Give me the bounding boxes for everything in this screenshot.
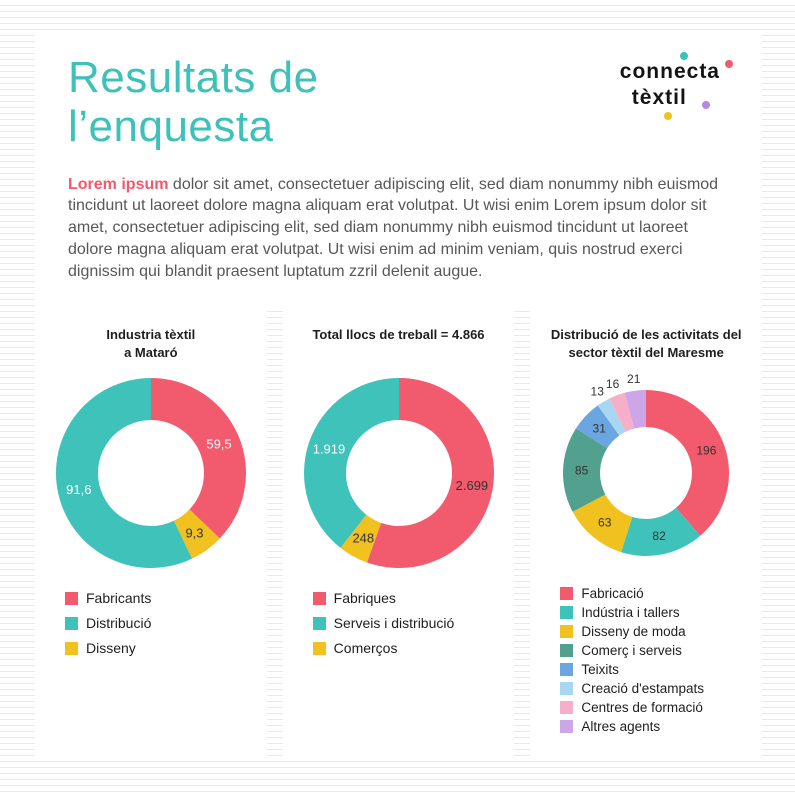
legend-label: Fabricants [86, 590, 152, 606]
legend-swatch [560, 701, 574, 714]
donut-slice-comerç-i-serveis [563, 428, 608, 512]
donut-slice-serveis-i-distribució [303, 378, 399, 548]
slice-value-label: 82 [653, 529, 667, 543]
legend-swatch [65, 591, 78, 605]
legend-item: Serveis i distribució [312, 615, 515, 631]
legend-swatch [560, 720, 574, 733]
legend-swatch [312, 641, 326, 655]
chart-panel-llocs-de-treball: Total llocs de treball = 4.866 2.699 248 1… [282, 310, 515, 760]
legend-swatch [312, 616, 326, 630]
legend-swatch [560, 682, 574, 695]
donut-chart: 2.699 248 1.919 [303, 378, 494, 568]
donut-slice-disseny [173, 509, 220, 559]
legend-swatch [560, 663, 574, 676]
donut-chart: 59,5 9,3 91,6 [55, 378, 246, 568]
donut-slice-teixits [576, 405, 620, 449]
chart-title: Total llocs de treball = 4.866 [312, 327, 485, 342]
legend-item: Fabricants [65, 590, 267, 606]
legend-label: Teixits [581, 662, 619, 677]
header-card: Resultats de l’enquesta connecta tèxtil … [35, 35, 762, 308]
slice-value-label: 63 [598, 516, 612, 530]
legend-label: Altres agents [581, 719, 661, 734]
legend-swatch [560, 625, 574, 638]
legend-item: Comerç i serveis [560, 643, 762, 658]
legend-label: Creació d'estampats [581, 681, 704, 696]
donut-slice-altres-agents [624, 390, 647, 429]
legend-item: Disseny de moda [560, 624, 762, 639]
donut-slice-creació-d-estampats [597, 398, 626, 436]
legend-item: Creació d'estampats [560, 681, 762, 696]
page-title: Resultats de l’enquesta [68, 53, 319, 152]
chart-title: Industria tèxtil a Mataró [106, 327, 196, 361]
legend-label: Fabricació [581, 586, 644, 601]
intro-lead: Lorem ipsum [68, 175, 169, 193]
chart-legend: Fabricants Distribució Disseny [65, 590, 267, 656]
legend-swatch [560, 644, 574, 657]
donut-slice-distribució [55, 378, 192, 568]
donut-chart-wrap: 2.699 248 1.919 [283, 368, 515, 578]
logo-dot-yellow-icon [663, 111, 672, 120]
chart-panel-industria-textil: Industria tèxtil a Mataró 59,5 9,3 91,6 Fa… [35, 310, 267, 760]
legend-item: Indústria i tallers [560, 605, 762, 620]
legend-item: Disseny [65, 640, 267, 656]
slice-value-label: 9,3 [185, 525, 203, 540]
logo-word-textil: tèxtil [631, 86, 687, 110]
legend-swatch [312, 591, 326, 605]
logo-dot-purple-icon [702, 100, 710, 109]
donut-slice-indústria-i-tallers [621, 507, 701, 556]
slice-value-label: 13 [591, 385, 605, 399]
legend-swatch [560, 606, 574, 619]
legend-item: Distribució [65, 615, 267, 631]
chart-legend: Fabriques Serveis i distribució Comerços [312, 590, 515, 656]
legend-label: Disseny de moda [581, 624, 686, 639]
logo-dot-teal-icon [679, 52, 688, 60]
legend-label: Disseny [86, 640, 136, 656]
logo-dot-pink-icon [725, 60, 733, 68]
charts-row: Industria tèxtil a Mataró 59,5 9,3 91,6 Fa… [35, 310, 763, 760]
logo: connecta tèxtil [619, 52, 733, 120]
legend-label: Distribució [86, 615, 152, 631]
slice-value-label: 31 [593, 422, 607, 436]
donut-slice-fabriques [366, 378, 494, 568]
donut-slice-fabricants [150, 378, 246, 539]
slice-value-label: 85 [575, 463, 589, 477]
donut-chart-wrap: 196 82 63 85 31 13 16 21 [530, 368, 762, 578]
legend-label: Fabriques [333, 590, 396, 606]
legend-item: Fabricació [560, 586, 762, 601]
slice-value-label: 59,5 [206, 436, 231, 451]
legend-swatch [65, 641, 78, 655]
legend-item: Teixits [560, 662, 762, 677]
intro-text: dolor sit amet, consectetuer adipiscing … [68, 175, 719, 280]
slice-value-label: 1.919 [312, 441, 345, 456]
donut-slice-comerços [339, 514, 381, 563]
legend-swatch [560, 587, 574, 600]
logo-word-connecta: connecta [619, 60, 720, 83]
legend-item: Altres agents [560, 719, 762, 734]
chart-legend: Fabricació Indústria i tallers Disseny de … [560, 586, 762, 734]
donut-slice-disseny-de-moda [572, 494, 633, 553]
slice-value-label: 2.699 [455, 478, 488, 493]
legend-item: Fabriques [312, 590, 515, 606]
legend-label: Indústria i tallers [581, 605, 680, 620]
legend-label: Centres de formació [581, 700, 703, 715]
slice-value-label: 196 [697, 444, 717, 458]
legend-item: Centres de formació [560, 700, 762, 715]
donut-chart-wrap: 59,5 9,3 91,6 [35, 368, 267, 578]
legend-item: Comerços [312, 640, 515, 656]
legend-label: Comerços [333, 640, 398, 656]
legend-label: Comerç i serveis [581, 643, 682, 658]
intro-paragraph: Lorem ipsum dolor sit amet, consectetuer… [68, 174, 728, 283]
slice-value-label: 16 [606, 377, 620, 391]
chart-panel-activitats-maresme: Distribució de les activitats del sector… [530, 310, 763, 760]
slice-value-label: 21 [627, 372, 641, 386]
chart-title: Distribució de les activitats del sector… [550, 327, 742, 361]
legend-swatch [65, 616, 78, 630]
slice-value-label: 91,6 [66, 482, 91, 497]
donut-slice-centres-de-formació [609, 392, 635, 432]
slice-value-label: 248 [352, 530, 374, 545]
legend-label: Serveis i distribució [333, 615, 455, 631]
donut-slice-fabricació [646, 390, 730, 536]
